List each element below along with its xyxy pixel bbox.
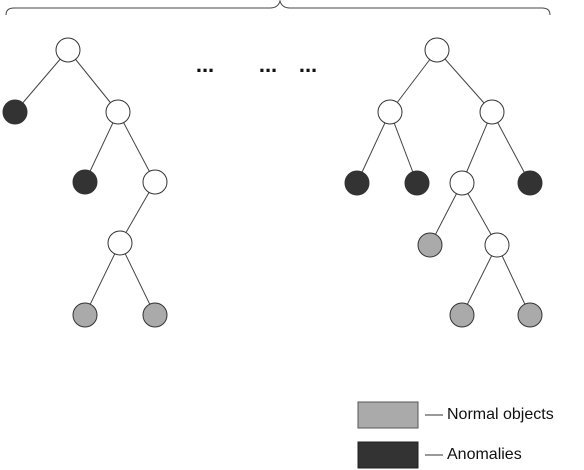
right-tree-nodes xyxy=(344,37,543,328)
node xyxy=(72,169,98,195)
ellipsis: ... xyxy=(259,52,277,77)
legend-swatch xyxy=(357,401,419,429)
legend-swatch xyxy=(357,441,419,469)
node xyxy=(142,302,168,328)
ellipsis: ... xyxy=(299,52,317,77)
edge xyxy=(389,111,418,184)
edge xyxy=(84,111,119,183)
edge xyxy=(356,111,391,184)
legend: Normal objects Anomalies xyxy=(357,401,554,469)
edge xyxy=(461,111,493,184)
edge xyxy=(117,111,156,183)
node xyxy=(142,169,168,195)
legend-label: Anomalies xyxy=(447,446,522,463)
legend-label: Normal objects xyxy=(447,406,554,423)
edge xyxy=(119,242,156,316)
node xyxy=(105,99,131,125)
node xyxy=(479,99,505,125)
node xyxy=(404,170,430,196)
edge xyxy=(84,242,121,316)
edge xyxy=(67,49,119,113)
edge xyxy=(496,244,531,316)
ellipsis: ... xyxy=(196,52,214,77)
edge xyxy=(436,49,493,113)
node xyxy=(424,37,450,63)
node xyxy=(449,170,475,196)
node xyxy=(107,230,133,256)
node xyxy=(517,170,543,196)
edge xyxy=(461,244,498,316)
node xyxy=(377,99,403,125)
node xyxy=(449,302,475,328)
node xyxy=(55,37,81,63)
node xyxy=(344,170,370,196)
edge xyxy=(14,49,69,113)
edge xyxy=(389,49,438,113)
node xyxy=(2,99,28,125)
node xyxy=(417,232,443,258)
node xyxy=(517,302,543,328)
right-tree-edges xyxy=(356,49,531,316)
edge xyxy=(491,111,531,184)
left-tree-nodes xyxy=(2,37,168,328)
brace xyxy=(5,0,551,16)
node xyxy=(72,302,98,328)
node xyxy=(484,232,510,258)
